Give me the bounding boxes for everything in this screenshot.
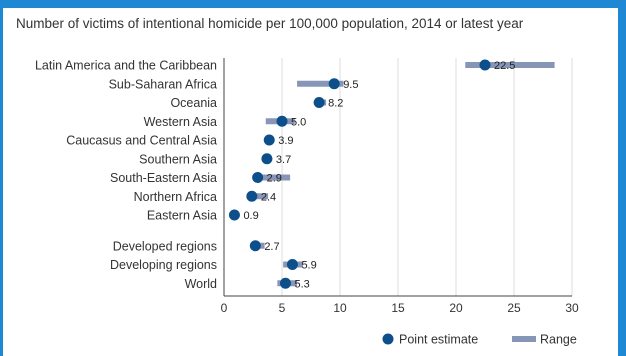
value-label-eastern-asia: 0.9 — [243, 210, 258, 222]
point-marker-latin-america-and-the-caribbean — [479, 59, 491, 71]
value-label-latin-america-and-the-caribbean: 22.5 — [494, 60, 515, 72]
category-label-northern-africa: Northern Africa — [134, 190, 217, 204]
legend-range-label: Range — [540, 333, 577, 347]
category-label-western-asia: Western Asia — [144, 115, 217, 129]
point-marker-world — [279, 277, 291, 289]
chart-title: Number of victims of intentional homicid… — [16, 16, 524, 31]
x-tick-label-5: 5 — [279, 301, 286, 315]
x-tick-label-30: 30 — [565, 301, 579, 315]
point-marker-south-eastern-asia — [252, 172, 264, 183]
range-bar-latin-america-and-the-caribbean — [465, 62, 555, 68]
range-bar-northern-africa — [249, 193, 269, 200]
range-bar-south-eastern-asia — [253, 174, 291, 181]
point-marker-western-asia — [276, 115, 288, 127]
legend-point-label: Point estimate — [399, 333, 478, 347]
frame-top-border — [0, 0, 626, 8]
point-marker-developed-regions — [249, 240, 261, 252]
category-label-developed-regions: Developed regions — [113, 239, 217, 253]
point-marker-northern-africa — [246, 190, 258, 202]
frame-right-border — [618, 0, 626, 356]
value-label-southern-asia: 3.7 — [276, 154, 291, 166]
x-tick-label-15: 15 — [391, 301, 405, 315]
value-label-developing-regions: 5.9 — [301, 260, 316, 272]
point-marker-developing-regions — [286, 259, 298, 270]
legend-range-swatch — [512, 336, 536, 342]
x-tick-label-20: 20 — [449, 301, 463, 315]
category-label-oceania: Oceania — [170, 96, 217, 110]
category-label-south-eastern-asia: South-Eastern Asia — [110, 171, 217, 185]
category-label-eastern-asia: Eastern Asia — [147, 209, 217, 223]
value-label-oceania: 8.2 — [328, 98, 343, 110]
category-label-world: World — [185, 277, 217, 291]
category-label-southern-asia: Southern Asia — [139, 152, 217, 166]
legend-point-marker — [382, 333, 394, 345]
x-tick-label-10: 10 — [333, 301, 347, 315]
point-marker-oceania — [313, 97, 325, 108]
value-label-world: 5.3 — [294, 278, 309, 290]
x-tick-label-0: 0 — [221, 301, 228, 315]
value-label-western-asia: 5.0 — [291, 116, 306, 128]
value-label-south-eastern-asia: 2.9 — [267, 173, 282, 185]
value-label-sub-saharan-africa: 9.5 — [343, 79, 358, 91]
point-marker-southern-asia — [261, 153, 273, 165]
point-marker-sub-saharan-africa — [328, 78, 340, 90]
frame-left-border — [0, 0, 3, 356]
value-label-developed-regions: 2.7 — [264, 241, 279, 253]
point-marker-caucasus-and-central-asia — [263, 134, 275, 146]
x-tick-label-25: 25 — [507, 301, 521, 315]
range-bar-sub-saharan-africa — [297, 80, 344, 87]
category-label-sub-saharan-africa: Sub-Saharan Africa — [109, 77, 217, 91]
category-label-latin-america-and-the-caribbean: Latin America and the Caribbean — [35, 59, 217, 73]
point-marker-eastern-asia — [228, 209, 240, 221]
value-label-northern-africa: 2.4 — [261, 191, 276, 203]
category-label-caucasus-and-central-asia: Caucasus and Central Asia — [66, 134, 217, 148]
value-label-caucasus-and-central-asia: 3.9 — [278, 135, 293, 147]
category-label-developing-regions: Developing regions — [110, 258, 217, 272]
